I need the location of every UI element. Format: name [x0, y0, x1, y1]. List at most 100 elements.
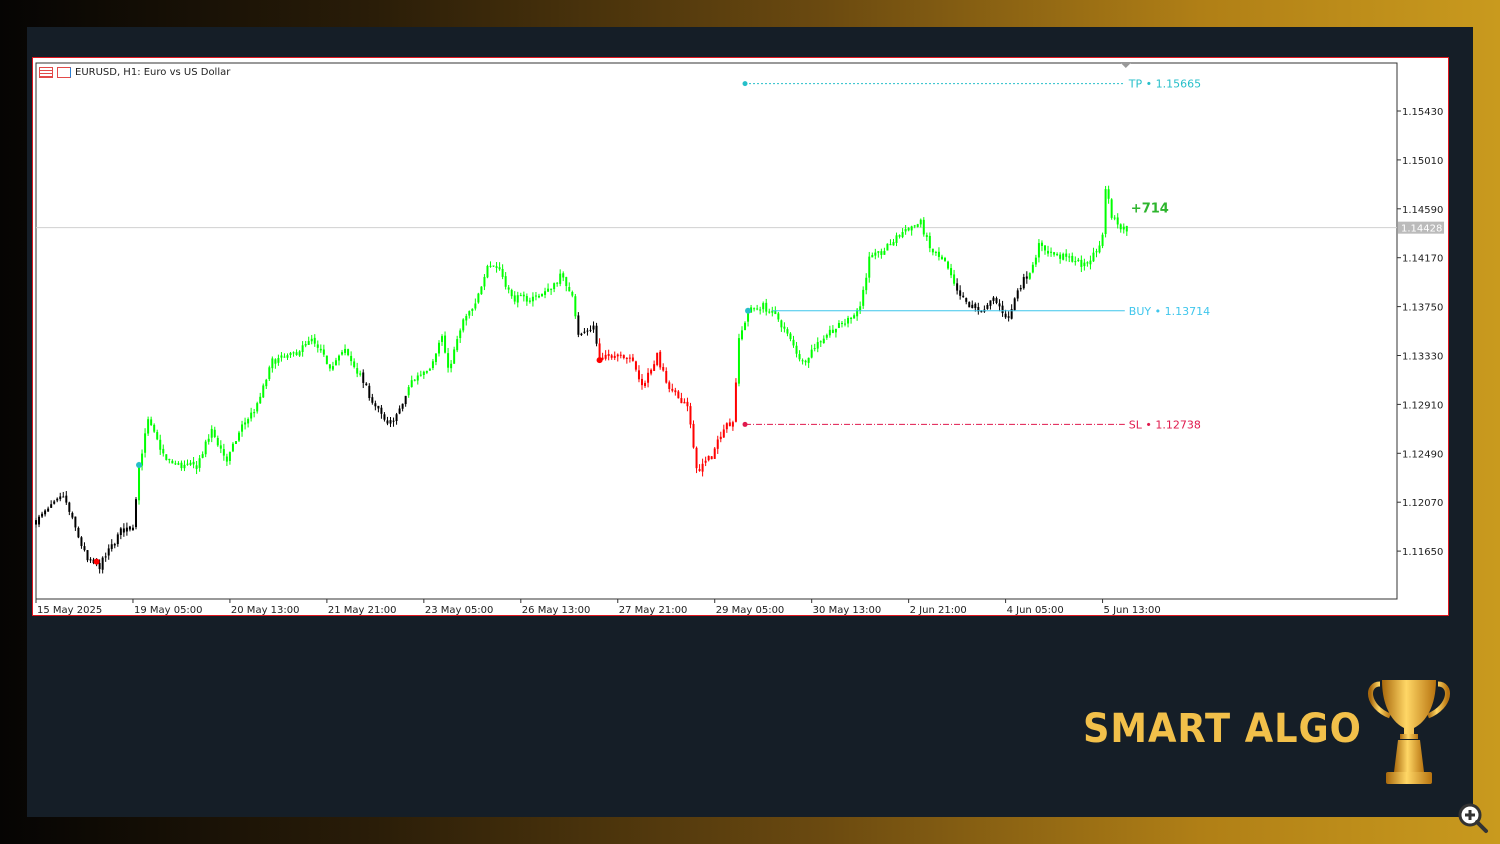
candle [744, 321, 747, 331]
candle-body [180, 462, 183, 469]
candle-body [625, 358, 628, 360]
candle-body [565, 277, 568, 287]
candle-body [901, 232, 904, 238]
candle [1047, 245, 1050, 257]
candle [265, 378, 268, 389]
x-tick-label: 21 May 21:00 [328, 605, 397, 616]
candle [204, 439, 207, 458]
candle-body [422, 371, 425, 376]
candle [447, 347, 450, 373]
candle-body [531, 296, 534, 302]
chart-symbol-title: EURUSD, H1: Euro vs US Dollar [75, 67, 231, 78]
candle [262, 383, 265, 399]
candle [313, 334, 316, 347]
candle-body [62, 496, 65, 498]
candle-body [1095, 251, 1098, 253]
candle-body [456, 339, 459, 351]
candle-body [750, 307, 753, 313]
candle [35, 517, 37, 528]
zoom-in-icon[interactable] [1456, 801, 1490, 835]
candle-body [1065, 253, 1068, 257]
candle [44, 509, 47, 517]
candle-body [277, 358, 280, 363]
candle-body [468, 311, 471, 316]
candle [1050, 247, 1053, 257]
candle-body [138, 466, 141, 501]
x-tick-label: 15 May 2025 [37, 605, 102, 616]
candle-body [77, 527, 80, 538]
candle-body [128, 526, 131, 530]
candle [386, 416, 389, 426]
candle [92, 557, 95, 565]
trade-panel-icon[interactable] [39, 67, 53, 78]
candle [389, 416, 392, 428]
candle [210, 425, 213, 443]
candle-body [241, 424, 244, 432]
candle [144, 428, 147, 458]
candle [483, 274, 486, 291]
candle [634, 360, 637, 372]
candle-body [316, 344, 319, 348]
candle [456, 335, 459, 353]
candle [334, 357, 337, 366]
candle [844, 318, 847, 327]
price-chart[interactable]: 1.15430 1.15010 1.14590 1.14170 1.13750 1.133… [33, 58, 1450, 617]
candle-body [419, 374, 422, 376]
candle [631, 353, 634, 362]
candle-body [474, 303, 477, 309]
candle-body [547, 288, 550, 292]
candle [777, 311, 780, 322]
candle [880, 248, 883, 259]
chart-window[interactable]: 1.15430 1.15010 1.14590 1.14170 1.13750 1.133… [32, 57, 1449, 616]
candle [501, 264, 504, 280]
candle [1086, 261, 1089, 267]
candle [86, 550, 89, 563]
candle-body [671, 388, 674, 391]
candle [453, 346, 456, 365]
candle-body [580, 333, 583, 336]
candle [968, 301, 971, 308]
candle-body [401, 403, 404, 409]
candle [507, 285, 510, 294]
candle [765, 298, 768, 316]
candle [668, 380, 671, 393]
candle [83, 542, 86, 552]
candle [1019, 284, 1022, 292]
candle-body [195, 465, 198, 469]
candle-body [362, 372, 365, 383]
candle-body [910, 226, 913, 231]
candle [998, 299, 1001, 312]
candle [1065, 249, 1068, 262]
candle-body [641, 378, 643, 386]
candle-body [950, 268, 953, 276]
candle [541, 293, 544, 297]
candle-body [353, 361, 356, 368]
candle-body [171, 460, 174, 464]
x-tick-label: 23 May 05:00 [425, 605, 494, 616]
candle [931, 248, 934, 256]
candle [1080, 255, 1083, 273]
candle [422, 370, 425, 379]
candle-body [504, 276, 507, 287]
candle [338, 354, 340, 366]
candle-body [156, 432, 159, 440]
candle-body [541, 293, 544, 297]
candle-body [107, 548, 110, 556]
candle-body [510, 290, 513, 297]
candle [822, 335, 825, 344]
candle [1013, 297, 1016, 312]
candle-body [295, 352, 298, 355]
candle [274, 358, 277, 369]
candle-body [865, 277, 868, 291]
candle-body [656, 352, 659, 365]
candle [195, 460, 198, 475]
candle-body [965, 298, 968, 302]
candle-body [653, 364, 656, 371]
candle [853, 313, 856, 319]
candle [625, 357, 628, 364]
candle [1025, 271, 1028, 284]
candle-body [183, 464, 186, 469]
candle [259, 392, 262, 404]
chart-window-icon[interactable] [57, 67, 71, 78]
level-anchor-dot [742, 421, 748, 427]
